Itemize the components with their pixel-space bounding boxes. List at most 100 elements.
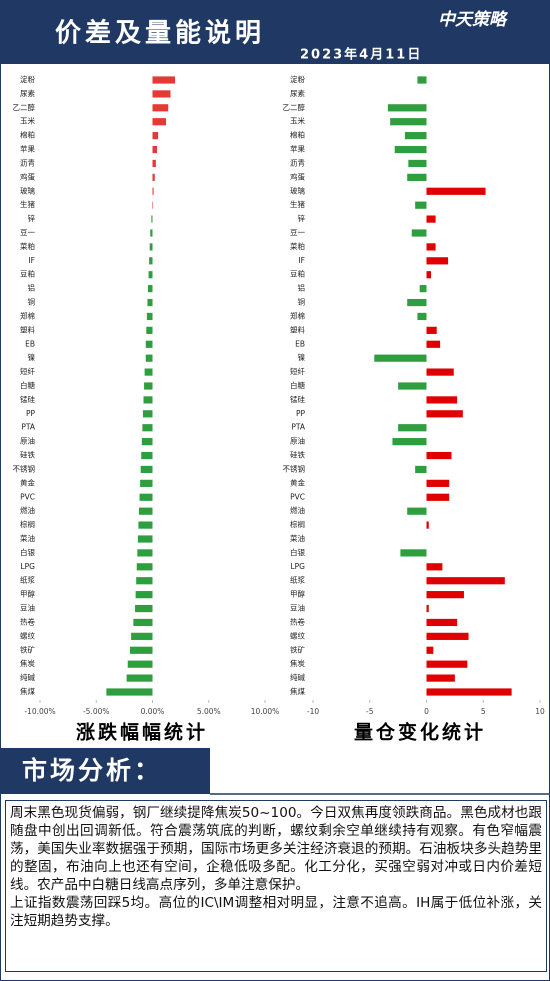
category-label: 焦煤: [20, 686, 35, 696]
bar: [426, 632, 469, 640]
header-title: 价差及量能说明: [55, 18, 265, 49]
bar: [152, 201, 154, 209]
category-label: 苹果: [290, 144, 305, 154]
bar: [407, 298, 427, 307]
bar: [130, 646, 153, 654]
bar: [426, 326, 437, 334]
x-tick-label: -10.00%: [24, 707, 55, 716]
category-label: 菜粕: [20, 241, 35, 251]
category-label: 淀粉: [290, 74, 305, 84]
category-label: 沥青: [20, 157, 35, 167]
infographic: 价差及量能说明 2023年4月11日 中天策略 涨跌幅幅统计 量仓变化统计 市场…: [0, 0, 550, 795]
category-label: 白糖: [290, 380, 305, 390]
bar: [139, 507, 153, 515]
category-label: 玉米: [290, 116, 305, 126]
bar: [152, 173, 155, 181]
bar: [419, 285, 427, 293]
bar: [136, 563, 153, 571]
bar: [145, 340, 153, 348]
bar: [126, 674, 153, 682]
category-label: 锰硅: [290, 394, 305, 404]
header-date: 2023年4月11日: [300, 47, 422, 63]
bar: [135, 604, 153, 613]
category-label: 原油: [20, 436, 35, 446]
bar: [426, 604, 429, 613]
bar: [408, 159, 427, 168]
category-label: 鸡蛋: [20, 171, 35, 181]
bar: [148, 271, 153, 279]
bar: [426, 591, 464, 599]
category-label: 鸡蛋: [290, 171, 305, 181]
bar: [426, 660, 468, 668]
bar: [404, 132, 427, 140]
category-label: IF: [28, 256, 35, 265]
bar: [147, 298, 153, 307]
category-label: 铁矿: [290, 644, 305, 654]
bar: [407, 507, 427, 515]
category-label: 菜油: [290, 533, 305, 543]
category-label: 纸浆: [20, 575, 35, 585]
category-label: 尿素: [20, 88, 35, 98]
category-label: PVC: [290, 492, 305, 501]
category-label: 尿素: [290, 88, 305, 98]
bar: [417, 312, 427, 321]
bar: [143, 396, 153, 404]
category-label: 热卷: [290, 616, 305, 626]
category-label: 原油: [290, 436, 305, 446]
category-label: IF: [298, 256, 305, 265]
category-label: PTA: [291, 423, 306, 432]
bar: [144, 382, 153, 390]
category-label: 豆粕: [20, 269, 35, 279]
category-label: 玻璃: [20, 185, 35, 195]
category-label: 铝: [28, 283, 36, 293]
bar: [152, 118, 166, 126]
category-label: LPG: [20, 562, 35, 571]
bar: [400, 549, 427, 557]
bar: [148, 285, 153, 293]
category-label: 焦煤: [290, 686, 305, 696]
chart-caption: 量仓变化统计: [354, 721, 486, 744]
bar: [426, 618, 458, 627]
bar: [426, 257, 449, 265]
bar: [140, 479, 153, 487]
bar: [426, 368, 454, 376]
bar: [140, 465, 153, 474]
category-label: 乙二醇: [13, 102, 36, 112]
category-label: 纯碱: [20, 672, 35, 682]
paragraph: 周末黑色现货偏弱，钢厂继续提降焦炭50~100。今日双焦再度领跌商品。黑色成材也…: [10, 805, 542, 893]
category-label: 豆一: [290, 228, 305, 237]
bar: [127, 660, 153, 668]
bar: [426, 340, 441, 348]
bar: [426, 563, 443, 571]
logo: 中天策略: [438, 10, 509, 30]
category-label: 短纤: [20, 366, 35, 376]
bar: [137, 535, 153, 543]
category-label: 玉米: [20, 116, 35, 126]
category-label: 白银: [20, 547, 35, 557]
bar: [426, 646, 434, 654]
category-label: 生猪: [290, 199, 305, 209]
category-label: 棉粕: [290, 130, 305, 140]
section-band: [0, 748, 210, 794]
category-label: EB: [295, 339, 305, 348]
bar: [146, 326, 153, 334]
category-label: PTA: [21, 423, 36, 432]
bar: [426, 451, 452, 460]
category-label: 豆一: [20, 228, 35, 237]
category-label: PP: [26, 409, 36, 418]
x-tick-label: 5.00%: [197, 707, 221, 716]
category-label: PVC: [20, 492, 35, 501]
bar: [426, 271, 432, 279]
category-label: EB: [25, 339, 35, 348]
category-label: 镍: [28, 352, 36, 362]
bar: [426, 521, 429, 529]
bar: [394, 145, 427, 154]
category-label: 焦炭: [20, 658, 35, 668]
x-tick-label: -10: [307, 707, 319, 716]
category-label: 焦炭: [290, 658, 305, 668]
x-tick-label: 5: [481, 707, 486, 716]
category-label: 黄金: [20, 477, 35, 487]
bar: [152, 145, 157, 154]
bar: [141, 451, 153, 460]
